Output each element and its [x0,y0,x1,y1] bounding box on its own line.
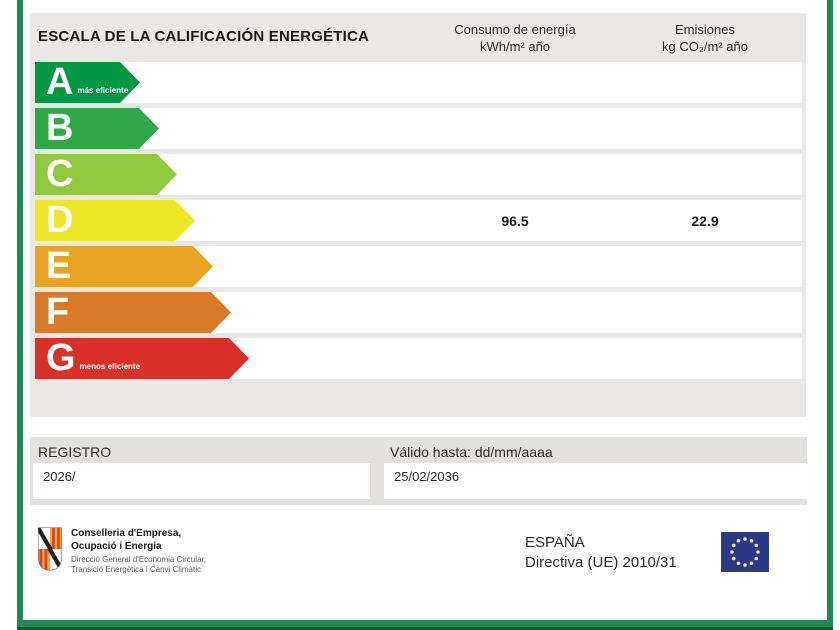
rating-arrow-g: G menos eficiente [35,338,249,379]
frame-bottom-accent [17,627,833,630]
country-directive-block: ESPAÑA Directiva (UE) 2010/31 [525,533,677,574]
rating-row-c: C [35,154,802,195]
rating-rows: A más eficiente B C D 96.5 22.9 [35,62,802,384]
rating-note-a: más eficiente [77,86,129,95]
rating-arrow-a: A más eficiente [35,62,140,103]
organization-text: Conselleria d'Empresa, Ocupació i Energi… [71,527,206,576]
emissions-value: 22.9 [691,212,719,229]
validity-label: Válido hasta: dd/mm/aaaa [390,444,553,460]
energy-scale-panel: ESCALA DE LA CALIFICACIÓN ENERGÉTICA Con… [30,13,806,417]
government-logo: Conselleria d'Empresa, Ocupació i Energi… [37,527,206,576]
registry-panel: REGISTRO Válido hasta: dd/mm/aaaa 2026/ … [30,437,807,505]
consumption-column-header: Consumo de energía kWh/m² año [415,22,615,56]
rating-letter-c: C [46,153,74,195]
rating-arrow-c: C [35,154,177,195]
rating-arrow-f: F [35,292,231,333]
page-title: ESCALA DE LA CALIFICACIÓN ENERGÉTICA [38,28,370,45]
registry-value: 2026/ [43,469,76,484]
directive-label: Directiva (UE) 2010/31 [525,554,677,572]
consumption-value: 96.5 [501,212,529,229]
rating-arrow-b: B [35,108,159,149]
registry-label: REGISTRO [38,444,112,460]
rating-letter-g: G [46,337,76,379]
consumption-header-line1: Consumo de energía [454,22,576,37]
country-label: ESPAÑA [525,534,585,551]
rating-letter-d: D [46,199,74,241]
validity-value-box: 25/02/2036 [384,463,807,499]
balearic-coat-of-arms-icon [37,527,63,576]
org-dept-line2: Transició Energètica i Canvi Climàtic [71,565,201,575]
validity-value: 25/02/2036 [394,469,460,484]
rating-letter-f: F [46,291,70,333]
rating-row-a: A más eficiente [35,62,802,103]
rating-row-d: D 96.5 22.9 [35,200,802,241]
rating-arrow-e: E [35,246,213,287]
rating-arrow-d: D [35,200,195,241]
eu-flag-icon [721,532,769,572]
org-name-line1: Conselleria d'Empresa, [71,528,182,539]
rating-note-g: menos eficiente [79,362,141,371]
rating-row-e: E [35,246,802,287]
rating-row-f: F [35,292,802,333]
emissions-header-line2: kg CO₂/m² año [662,38,748,54]
emissions-header-line1: Emisiones [675,22,735,37]
emissions-column-header: Emisiones kg CO₂/m² año [605,22,805,56]
rating-letter-a: A [46,61,74,103]
rating-row-g: G menos eficiente [35,338,802,379]
registry-value-box: 2026/ [33,463,370,499]
rating-row-b: B [35,108,802,149]
org-dept-line1: Direcció General d'Economia Circular, [71,555,206,564]
org-name-line2: Ocupació i Energia [71,541,162,552]
consumption-header-line2: kWh/m² año [479,38,551,54]
rating-letter-e: E [46,245,72,287]
rating-letter-b: B [46,107,74,149]
